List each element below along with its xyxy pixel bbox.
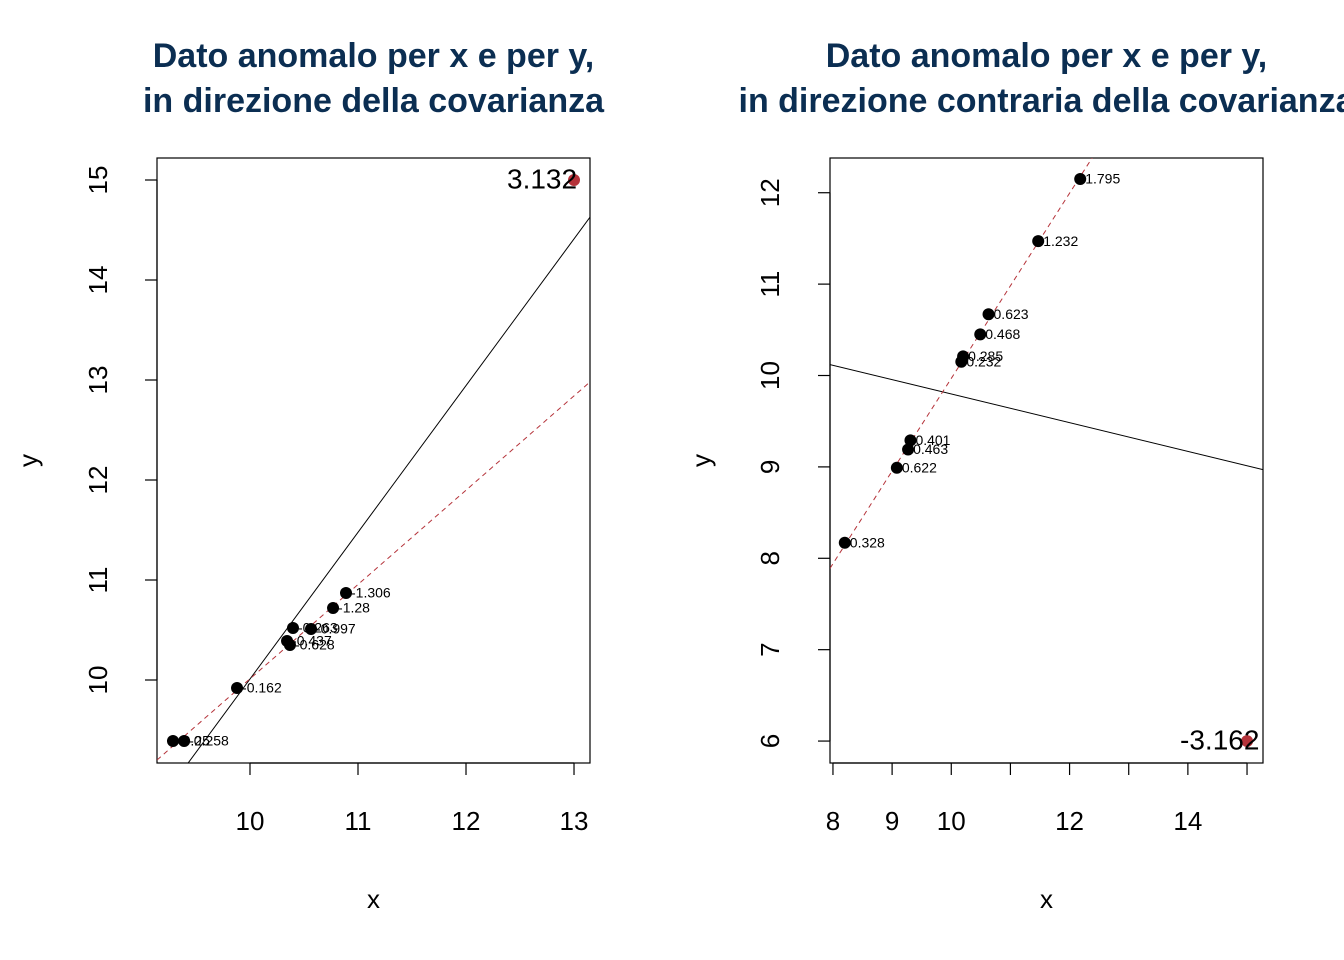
point xyxy=(982,308,995,321)
plot-area: -0.25-0.258-0.162-0.437-0.628-0.263-0.99… xyxy=(157,163,590,763)
point-label: 1.232 xyxy=(1043,233,1078,249)
point-label: 1.795 xyxy=(1085,171,1120,187)
point xyxy=(1074,173,1087,186)
point xyxy=(838,536,851,549)
point xyxy=(305,623,318,635)
point xyxy=(231,682,244,694)
y-tick-label: 6 xyxy=(755,734,785,748)
point-label: -0.437 xyxy=(292,633,332,649)
point-label: 0.468 xyxy=(985,326,1020,342)
x-tick-label: 14 xyxy=(1173,806,1202,836)
point xyxy=(890,461,903,474)
point-label: -0.258 xyxy=(189,733,229,749)
y-tick-label: 15 xyxy=(83,166,113,195)
y-axis-label: y xyxy=(13,454,43,467)
point-label: -1.28 xyxy=(338,600,370,616)
point-label: 0.328 xyxy=(850,534,885,550)
y-tick-label: 11 xyxy=(755,271,785,298)
x-tick-label: 9 xyxy=(885,806,899,836)
y-axis-label: y xyxy=(686,454,716,467)
point-label: -0.628 xyxy=(295,637,335,653)
outlier-point xyxy=(568,174,581,186)
y-tick-label: 9 xyxy=(755,460,785,474)
point-label: 0.285 xyxy=(968,348,1003,364)
point-label: 0.401 xyxy=(915,432,950,448)
chart-title: in direzione contraria della covarianza xyxy=(739,82,1344,120)
y-tick-label: 8 xyxy=(755,551,785,565)
point xyxy=(286,622,299,634)
point xyxy=(957,350,970,363)
point xyxy=(283,639,296,651)
x-tick-label: 13 xyxy=(560,806,589,836)
x-tick-label: 11 xyxy=(345,806,372,836)
outlier-point xyxy=(1241,735,1254,748)
point-label: 0.622 xyxy=(902,460,937,476)
x-axis-label: x xyxy=(1040,884,1053,914)
point xyxy=(974,328,987,341)
y-tick-label: 12 xyxy=(83,466,113,495)
outlier-label: 3.132 xyxy=(507,163,577,194)
point-label: -0.162 xyxy=(242,680,282,696)
point-label: 0.623 xyxy=(994,306,1029,322)
point-label: -0.997 xyxy=(316,621,356,637)
chart-title: Dato anomalo per x e per y, xyxy=(826,37,1268,75)
x-tick-label: 12 xyxy=(452,806,481,836)
point-label: 0.232 xyxy=(966,354,1001,370)
point xyxy=(1032,235,1045,248)
y-tick-label: 13 xyxy=(83,366,113,395)
outlier-label: -3.162 xyxy=(1180,724,1259,755)
point xyxy=(166,735,179,747)
x-tick-label: 8 xyxy=(826,806,840,836)
point xyxy=(327,602,340,614)
y-tick-label: 10 xyxy=(755,361,785,390)
point-label: -1.306 xyxy=(351,585,391,601)
y-tick-label: 11 xyxy=(83,567,113,594)
chart-title: Dato anomalo per x e per y, xyxy=(153,37,595,75)
chart-title: in direzione della covarianza xyxy=(143,82,605,120)
y-tick-label: 14 xyxy=(83,266,113,295)
point-label: 0.463 xyxy=(913,441,948,457)
plot-box xyxy=(156,157,591,764)
x-tick-label: 12 xyxy=(1055,806,1084,836)
x-tick-label: 10 xyxy=(236,806,265,836)
y-tick-label: 12 xyxy=(755,178,785,207)
fit-line xyxy=(187,216,590,763)
y-tick-label: 10 xyxy=(83,666,113,695)
point xyxy=(904,434,917,447)
y-tick-label: 7 xyxy=(755,642,785,656)
point xyxy=(340,587,353,599)
fit-line xyxy=(830,364,1263,471)
fit-line xyxy=(157,381,590,761)
x-axis-label: x xyxy=(367,884,380,914)
point xyxy=(902,443,915,456)
x-tick-label: 10 xyxy=(937,806,966,836)
point xyxy=(178,735,191,747)
